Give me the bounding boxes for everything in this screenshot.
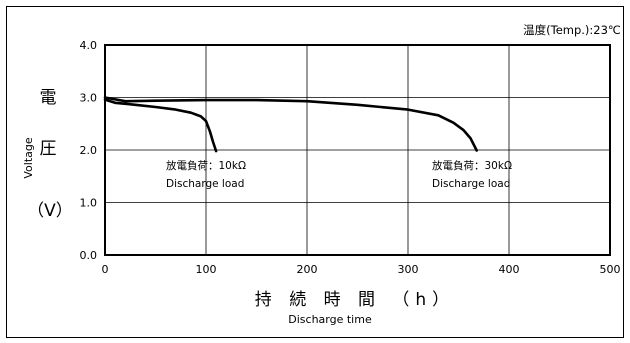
x-tick-label: 400 — [499, 263, 520, 276]
x-tick-labels: 0 100 200 300 400 500 — [102, 263, 621, 276]
y-tick-label: 4.0 — [80, 39, 98, 52]
x-tick-label: 500 — [600, 263, 621, 276]
gridlines — [105, 45, 610, 255]
series-line-0 — [103, 98, 218, 153]
y-tick-label: 0.0 — [80, 249, 98, 262]
xlabel-jp: 持 続 時 間 （h） — [255, 290, 455, 310]
y-tick-label: 1.0 — [80, 197, 98, 210]
series-lines — [103, 96, 479, 153]
load-label-30k: 放電負荷：30kΩ — [432, 159, 512, 172]
y-tick-label: 3.0 — [80, 92, 98, 105]
x-tick-label: 300 — [398, 263, 419, 276]
xlabel-en: Discharge time — [288, 313, 372, 326]
y-tick-labels: 0.0 1.0 2.0 3.0 4.0 — [80, 39, 98, 262]
ylabel-jp-3: （V） — [27, 201, 73, 221]
x-tick-label: 100 — [196, 263, 217, 276]
load-label-10k: 放電負荷：10kΩ — [166, 159, 246, 172]
plot-area — [104, 44, 611, 256]
x-tick-label: 0 — [102, 263, 109, 276]
ylabel-en: Voltage — [22, 137, 35, 178]
ylabel-jp-2: 圧 — [40, 139, 57, 159]
load-label-10k-en: Discharge load — [166, 178, 244, 190]
x-tick-label: 200 — [297, 263, 318, 276]
series-line-1 — [103, 96, 479, 152]
y-tick-label: 2.0 — [80, 144, 98, 157]
load-label-30k-en: Discharge load — [432, 178, 510, 190]
temperature-note: 温度(Temp.):23℃ — [523, 23, 621, 37]
outer-border — [6, 6, 624, 338]
ylabel-jp-1: 電 — [40, 88, 57, 108]
